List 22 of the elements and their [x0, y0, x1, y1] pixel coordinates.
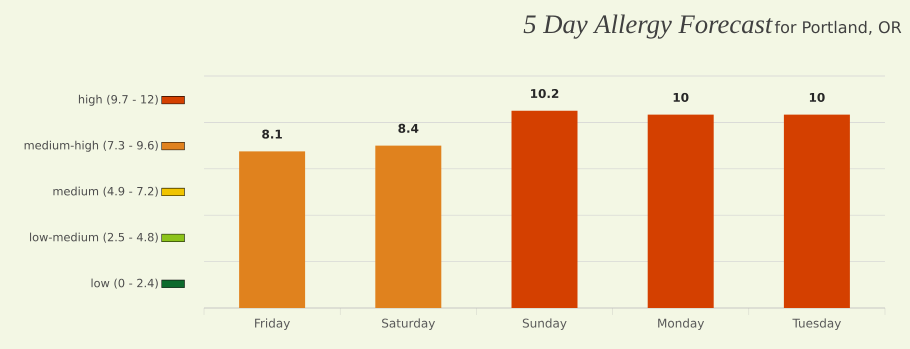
data-label: 10.2 — [531, 89, 558, 98]
bar — [648, 114, 714, 308]
legend-label: medium (4.9 - 7.2) — [53, 186, 158, 197]
bar — [239, 151, 306, 308]
chart-title: 5 Day Allergy Forecast — [524, 14, 773, 39]
x-tick-label: Tuesday — [792, 318, 841, 330]
legend-label: low (0 - 2.4) — [92, 278, 158, 289]
data-label: 8.4 — [398, 124, 418, 133]
legend-label: medium-high (7.3 - 9.6) — [24, 140, 158, 152]
legend-label: low-medium (2.5 - 4.8) — [30, 232, 158, 243]
data-label: 10 — [810, 92, 825, 102]
chart-subtitle: for Portland, OR — [774, 20, 902, 35]
data-label: 10 — [674, 92, 688, 102]
bar — [375, 146, 442, 308]
x-tick-label: Friday — [255, 318, 290, 330]
legend-label: high (9.7 - 12) — [78, 94, 158, 106]
bar — [512, 110, 578, 308]
x-tick-label: Sunday — [522, 318, 567, 330]
x-tick-label: Saturday — [382, 318, 436, 330]
bar — [784, 114, 850, 308]
x-tick-label: Monday — [658, 318, 704, 330]
data-label: 8.1 — [262, 130, 282, 139]
